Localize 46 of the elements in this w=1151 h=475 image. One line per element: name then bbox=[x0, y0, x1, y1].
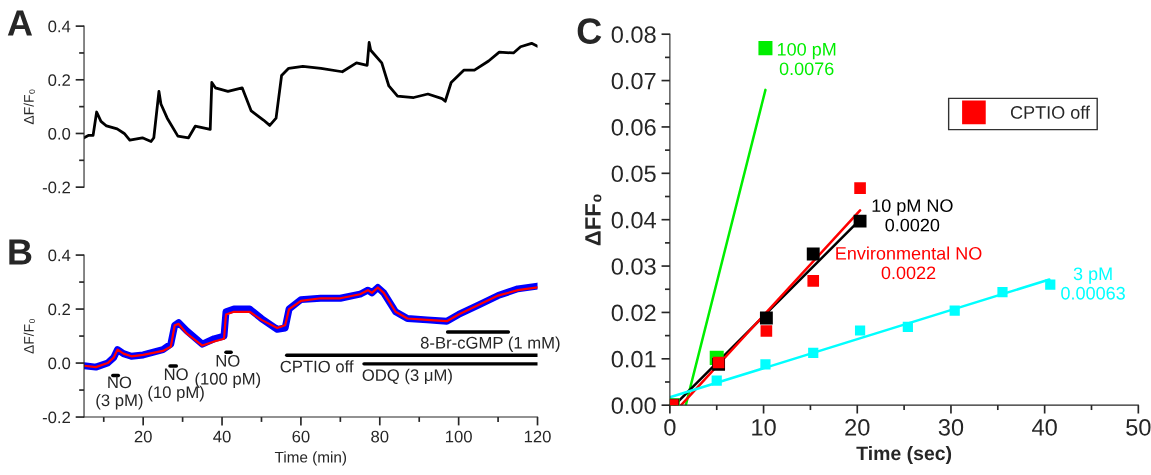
y-tick-label: 0.4 bbox=[48, 20, 71, 33]
y-tick-label: 0.2 bbox=[48, 303, 70, 316]
series-label: 3 pM 0.00063 bbox=[1061, 267, 1125, 300]
x-tick-label: 50 bbox=[1126, 418, 1151, 436]
y-tick-label: 0.01 bbox=[611, 350, 656, 368]
x-tick-label: 30 bbox=[938, 418, 964, 436]
y-tick-label: 0.04 bbox=[611, 211, 656, 229]
y-tick-label: 0.2 bbox=[48, 74, 70, 86]
y-tick-label: 0.03 bbox=[611, 258, 656, 275]
y-tick-label: 0.0 bbox=[48, 357, 71, 370]
annotation: ODQ (3 μM) bbox=[362, 368, 452, 385]
x-tick-label: 80 bbox=[371, 430, 389, 443]
annotation: CPTIO off bbox=[280, 360, 354, 373]
y-tick-label: 0.06 bbox=[611, 119, 656, 136]
chart-title: B bbox=[9, 239, 32, 265]
x-tick-label: 40 bbox=[213, 430, 231, 443]
x-tick-label: 20 bbox=[845, 418, 870, 436]
y-tick-label: 0.0 bbox=[48, 127, 71, 140]
annotation: NO (3 pM) bbox=[96, 376, 143, 410]
y-tick-label: 0.02 bbox=[611, 304, 656, 322]
y-tick-label: -0.2 bbox=[42, 181, 70, 194]
y-tick-label: 0.05 bbox=[611, 165, 656, 183]
y-tick-label: 0.08 bbox=[611, 26, 656, 43]
legend-label: CPTIO off bbox=[1010, 105, 1091, 119]
x-tick-label: 120 bbox=[524, 430, 551, 443]
x-tick-label: 100 bbox=[446, 430, 472, 443]
y-axis-title: ΔF/F₀ bbox=[23, 89, 35, 125]
y-tick-label: 0.07 bbox=[611, 72, 656, 90]
x-tick-label: 0 bbox=[664, 418, 676, 436]
y-axis-title: ΔF/F₀ bbox=[23, 318, 35, 354]
y-tick-label: 0.4 bbox=[48, 249, 71, 262]
x-axis-title: Time (sec) bbox=[856, 445, 952, 465]
series-label: 100 pM 0.0076 bbox=[777, 42, 836, 76]
x-axis-title: Time (min) bbox=[274, 451, 347, 466]
chart-title: C bbox=[577, 18, 602, 44]
x-tick-label: 20 bbox=[134, 430, 152, 443]
y-axis-title: ΔFF₀ bbox=[585, 194, 602, 246]
x-tick-label: 40 bbox=[1032, 418, 1057, 436]
series-label: Environmental NO 0.0022 bbox=[836, 246, 982, 280]
series-label: 10 pM NO 0.0020 bbox=[872, 199, 953, 232]
chart-title: A bbox=[7, 10, 33, 36]
x-tick-label: 60 bbox=[292, 430, 310, 443]
annotation: 8-Br-cGMP (1 mM) bbox=[420, 336, 560, 352]
y-tick-label: 0.00 bbox=[611, 397, 656, 414]
x-tick-label: 10 bbox=[752, 418, 776, 436]
y-tick-label: -0.2 bbox=[42, 411, 70, 424]
